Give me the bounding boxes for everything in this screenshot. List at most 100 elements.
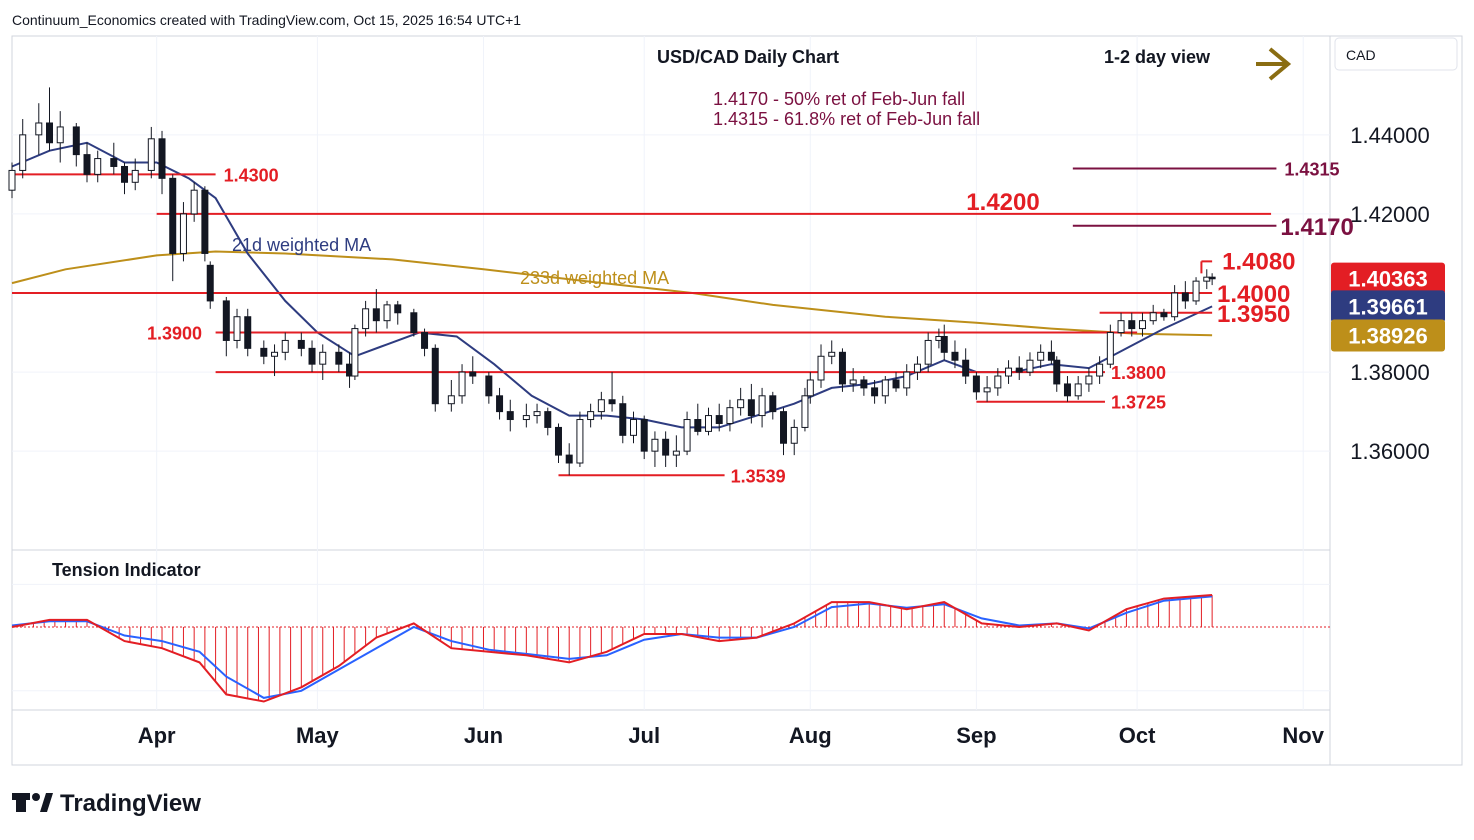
candle-body — [1181, 292, 1189, 302]
candle-body — [860, 379, 868, 389]
candle — [640, 415, 648, 460]
candle — [233, 308, 241, 349]
candle — [1128, 312, 1136, 337]
candle-body — [994, 375, 1002, 389]
candle — [715, 403, 723, 432]
candle-body — [780, 411, 788, 444]
candle-body — [640, 419, 648, 452]
candle-body — [715, 415, 723, 424]
price-badge-label: 1.40363 — [1348, 267, 1428, 292]
candle-body — [1171, 292, 1179, 318]
candle — [110, 142, 118, 175]
candle — [737, 387, 745, 416]
candle — [147, 126, 155, 179]
candle — [705, 407, 713, 436]
candle — [506, 399, 514, 432]
credit-text: Continuum_Economics created with Trading… — [12, 12, 521, 28]
candle-body — [838, 351, 846, 385]
candle-body — [737, 399, 745, 409]
candle-body — [1063, 383, 1071, 397]
candle-body — [1085, 375, 1093, 385]
candle-body — [940, 335, 948, 353]
indicator-label: Tension Indicator — [52, 560, 201, 580]
indicator-fast-line — [11, 594, 1213, 703]
candle-body — [308, 347, 316, 365]
candle — [131, 158, 139, 191]
candle-body — [544, 411, 552, 428]
candle-body — [1053, 359, 1061, 385]
candle-body — [983, 387, 991, 393]
candle-body — [383, 304, 391, 322]
candle — [1096, 356, 1104, 384]
candle-body — [1037, 351, 1045, 361]
candle-body — [1117, 320, 1125, 334]
candle-body — [672, 450, 680, 456]
candle-body — [297, 339, 305, 349]
candle — [431, 344, 439, 412]
candle — [335, 344, 343, 373]
candle-body — [447, 395, 455, 405]
price-badge-box — [1331, 319, 1445, 352]
level-label: 1.4000 — [1217, 281, 1290, 308]
arrow-right-icon — [1256, 47, 1292, 81]
candle-body — [726, 407, 734, 424]
candle — [421, 328, 429, 357]
candle — [662, 431, 670, 467]
price-badge-box — [1331, 262, 1445, 295]
x-tick-label: Jun — [464, 723, 503, 748]
candle-body — [1047, 351, 1055, 361]
candle-body — [747, 399, 755, 417]
candle-body — [35, 122, 43, 136]
currency-chip[interactable] — [1334, 37, 1458, 71]
candle-body — [147, 138, 155, 171]
candle-body — [705, 415, 713, 432]
candle-body — [849, 379, 857, 385]
candle — [362, 300, 370, 337]
candle — [1192, 277, 1200, 305]
candle — [565, 443, 573, 476]
candle-body — [372, 308, 380, 322]
candle — [817, 344, 825, 388]
candle — [683, 411, 691, 456]
candle-body — [801, 395, 809, 428]
candle-body — [828, 351, 836, 357]
price-badge-box — [1331, 290, 1445, 323]
chart-title: USD/CAD Daily Chart — [657, 47, 839, 67]
candle-body — [190, 189, 198, 215]
candle-body — [533, 411, 541, 417]
candle — [372, 289, 380, 333]
candle — [806, 372, 814, 404]
currency-label: CAD — [1346, 47, 1376, 63]
candle — [597, 391, 605, 420]
candle-body — [962, 359, 970, 377]
candle — [158, 130, 166, 195]
candle-body — [201, 189, 209, 254]
y-tick-label: 1.44000 — [1350, 123, 1430, 148]
candle-body — [565, 454, 573, 464]
candle — [260, 340, 268, 365]
candle-body — [1106, 332, 1114, 365]
candle — [1181, 281, 1189, 309]
candle-body — [1208, 276, 1216, 280]
candle-body — [222, 300, 230, 341]
level-label: 1.4300 — [224, 165, 279, 185]
candle — [201, 186, 209, 262]
candle — [1160, 308, 1168, 321]
candle-body — [431, 347, 439, 405]
y-tick-label: 1.36000 — [1350, 439, 1430, 464]
candle-body — [131, 169, 139, 183]
candle — [56, 111, 64, 163]
price-badge: 1.39661 — [1331, 290, 1445, 323]
candle — [394, 300, 402, 325]
candle-body — [554, 426, 562, 456]
tradingview-logo: TradingView — [12, 790, 201, 817]
level-label: 1.3539 — [731, 466, 786, 486]
candle-body — [496, 395, 504, 413]
x-tick-label: Nov — [1282, 723, 1324, 748]
view-label: 1-2 day view — [1104, 47, 1211, 67]
candle-body — [1192, 280, 1200, 302]
candle — [1208, 273, 1216, 286]
candle-body — [1160, 312, 1168, 318]
candle-body — [94, 158, 102, 175]
tension-indicator — [11, 594, 1330, 703]
